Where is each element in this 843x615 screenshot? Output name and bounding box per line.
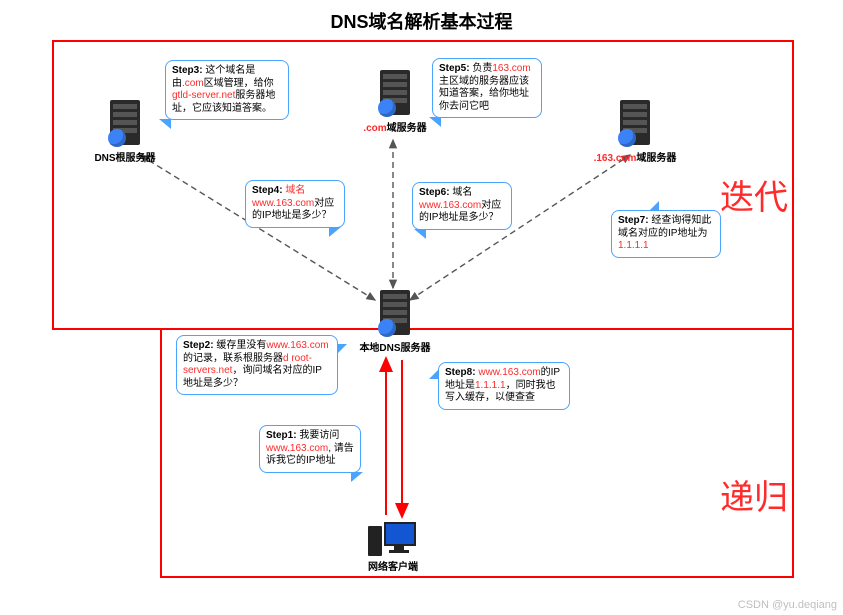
diagram-title: DNS域名解析基本过程 xyxy=(0,8,843,34)
local-server-label: 本地DNS服务器 xyxy=(359,339,430,354)
dns-root-server: DNS根服务器 xyxy=(100,100,150,166)
local-dns-server: 本地DNS服务器 xyxy=(370,290,420,356)
step1-bubble: Step1: 我要访问www.163.com, 请告诉我它的IP地址 xyxy=(259,425,361,473)
recursive-label: 递归 xyxy=(720,470,788,519)
com-zone-server: .com域服务器 xyxy=(370,70,420,136)
com-server-label: .com域服务器 xyxy=(363,119,426,134)
step6-bubble: Step6: 域名www.163.com对应的IP地址是多少？ xyxy=(412,182,512,230)
root-server-label: DNS根服务器 xyxy=(94,149,155,164)
client-label: 网络客户端 xyxy=(343,558,443,573)
watermark: CSDN @yu.deqiang xyxy=(738,599,837,611)
163-zone-server: .163.com域服务器 xyxy=(610,100,660,166)
step7-bubble: Step7: 经查询得知此域名对应的IP地址为1.1.1.1 xyxy=(611,210,721,258)
step3-bubble: Step3: 这个域名是由.com区域管理，给你gtld-server.net服… xyxy=(165,60,289,120)
step4-bubble: Step4: 域名www.163.com对应的IP地址是多少？ xyxy=(245,180,345,228)
step8-bubble: Step8: www.163.com的IP地址是1.1.1.1，同时我也写入缓存… xyxy=(438,362,570,410)
iterative-label: 迭代 xyxy=(720,170,788,219)
step2-bubble: Step2: 缓存里没有www.163.com的记录，联系根服务器d root-… xyxy=(176,335,338,395)
163-server-label: .163.com域服务器 xyxy=(594,149,677,164)
step5-bubble: Step5: 负责163.com主区域的服务器应该知道答案，给你地址你去问它吧 xyxy=(432,58,542,118)
